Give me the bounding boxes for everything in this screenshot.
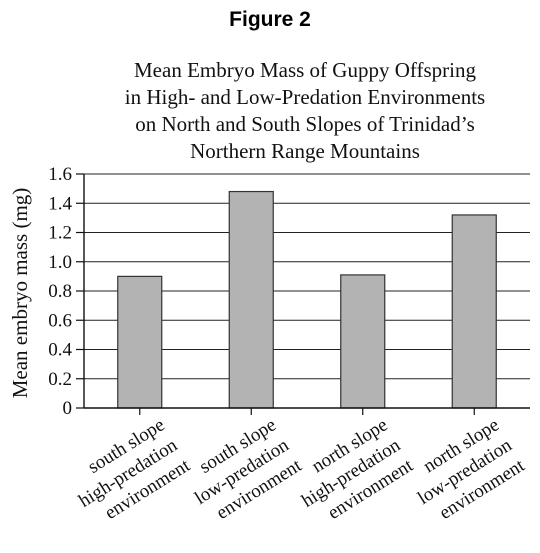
chart-title: Mean Embryo Mass of Guppy Offspring in Hi… xyxy=(125,58,485,163)
figure-label: Figure 2 xyxy=(229,8,311,31)
chart-title-line: Mean Embryo Mass of Guppy Offspring xyxy=(134,58,476,82)
y-tick-label: 0.6 xyxy=(48,310,72,331)
y-tick-label: 0.4 xyxy=(48,340,72,361)
bar-3 xyxy=(340,274,386,409)
bar-1 xyxy=(117,275,163,409)
bar-2 xyxy=(228,190,274,409)
chart-title-line: Northern Range Mountains xyxy=(190,139,420,163)
y-tick-label: 0.2 xyxy=(48,369,72,390)
y-axis-ticks: 0 0.2 0.4 0.6 0.8 1.0 1.2 1.4 1.6 xyxy=(48,164,84,419)
y-tick-label: 1.6 xyxy=(48,164,72,185)
y-tick-label: 0 xyxy=(63,398,73,419)
y-tick-label: 1.2 xyxy=(48,223,72,244)
chart-title-line: in High- and Low-Predation Environments xyxy=(125,85,485,109)
y-tick-label: 1.0 xyxy=(48,252,72,273)
chart-bars xyxy=(117,190,497,415)
chart-title-line: on North and South Slopes of Trinidad’s xyxy=(135,112,475,136)
chart-axes xyxy=(83,174,530,409)
y-tick-label: 0.8 xyxy=(48,281,72,302)
x-axis-category-labels: south slopehigh-predationenvironmentsout… xyxy=(75,414,529,523)
y-tick-label: 1.4 xyxy=(48,193,72,214)
bar-4 xyxy=(451,214,497,409)
y-axis-label: Mean embryo mass (mg) xyxy=(8,188,32,399)
